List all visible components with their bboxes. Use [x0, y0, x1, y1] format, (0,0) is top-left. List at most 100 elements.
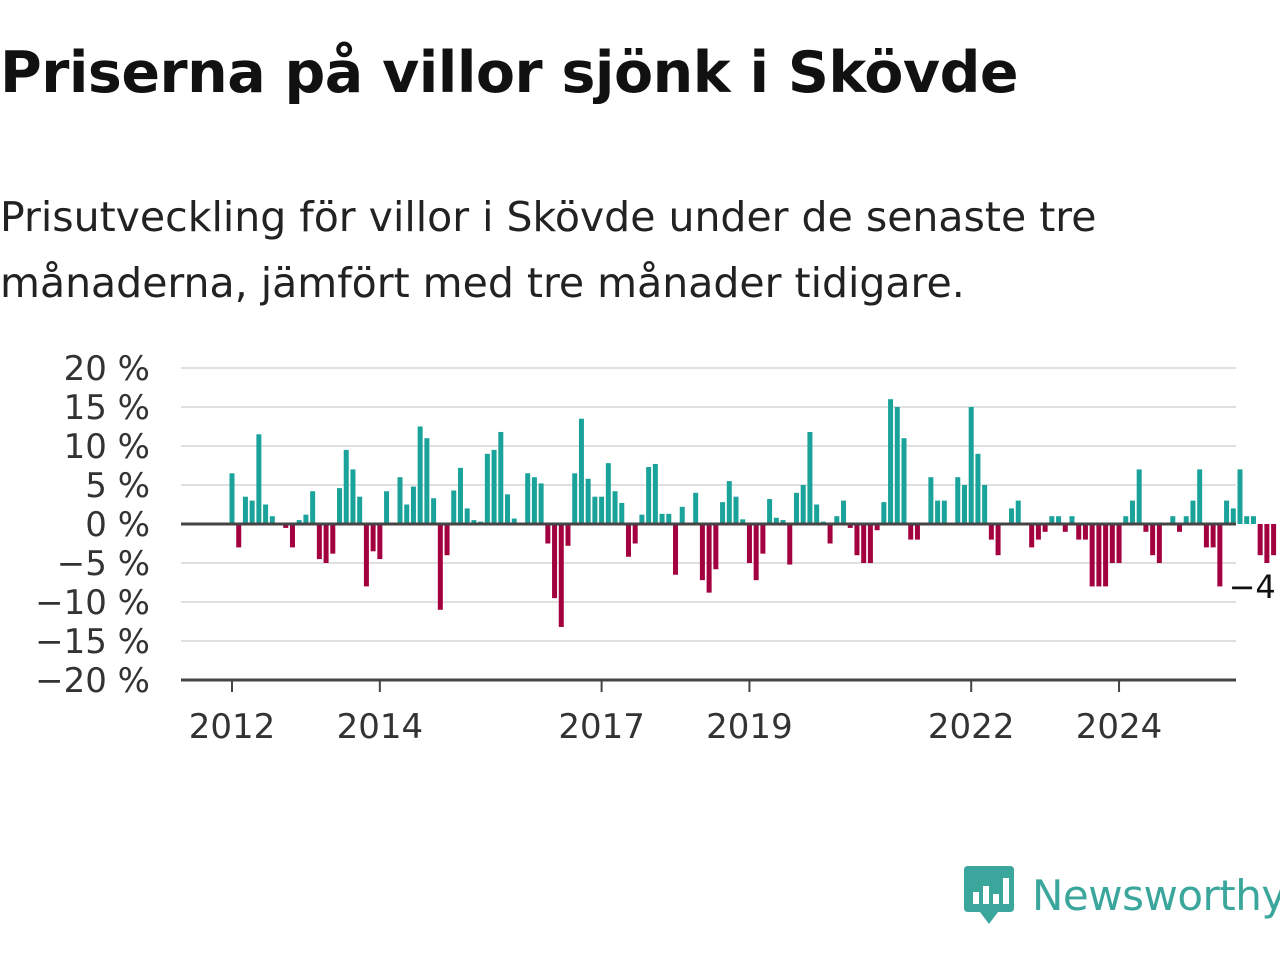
bar [800, 485, 806, 524]
bar [1183, 516, 1189, 524]
bar [343, 449, 349, 524]
bar [1156, 524, 1162, 563]
bar [793, 492, 799, 524]
end-value-label: −4 % [1229, 568, 1280, 606]
bar [1082, 524, 1088, 540]
bar [639, 514, 645, 524]
bar [283, 524, 289, 528]
bar [249, 500, 255, 524]
bar [350, 469, 356, 524]
bar [1062, 524, 1068, 532]
bar [1089, 524, 1095, 587]
bar [1170, 516, 1176, 524]
bar [740, 519, 746, 524]
bar [874, 524, 880, 531]
bar [363, 524, 369, 587]
bar [451, 490, 457, 524]
axes [181, 522, 1236, 692]
bar [767, 499, 773, 524]
bar [384, 491, 390, 524]
bar [431, 498, 437, 524]
bar [914, 524, 920, 540]
bar [471, 520, 477, 524]
y-tick-label: −15 % [35, 622, 150, 662]
bar [619, 502, 625, 524]
y-tick-label: 0 % [85, 505, 150, 545]
bar [1049, 516, 1055, 524]
bar [491, 449, 497, 524]
bar [975, 453, 981, 524]
bar [1109, 524, 1115, 563]
bar [377, 524, 383, 560]
bar [289, 524, 295, 548]
bar [834, 516, 840, 524]
bar [1029, 524, 1035, 548]
bar [612, 491, 618, 524]
bar [773, 517, 779, 524]
bar [746, 524, 752, 563]
bar [888, 399, 894, 524]
bar [1177, 524, 1183, 532]
bar [424, 438, 430, 524]
bar [706, 524, 712, 593]
bar [1103, 524, 1109, 587]
y-tick-label: 20 % [64, 349, 150, 389]
bar [659, 513, 665, 524]
y-tick-label: −5 % [57, 544, 150, 584]
bar [538, 483, 544, 524]
bar [841, 500, 847, 524]
bar [572, 473, 578, 524]
bar [699, 524, 705, 581]
bar [646, 467, 652, 524]
bar [457, 467, 463, 524]
bar [578, 418, 584, 524]
y-tick-label: 15 % [64, 388, 150, 428]
bar [545, 524, 551, 544]
bar [531, 477, 537, 524]
bar [337, 488, 343, 524]
bar [296, 520, 302, 524]
bar [599, 496, 605, 524]
bar [464, 508, 470, 524]
bar [961, 485, 967, 524]
bar [713, 524, 719, 570]
bar [498, 431, 504, 524]
chart-subtitle: Prisutveckling för villor i Skövde under… [0, 193, 1097, 307]
bar [511, 518, 517, 524]
bars [229, 399, 1277, 627]
bar [1271, 524, 1277, 556]
bar [1136, 469, 1142, 524]
bar [666, 513, 672, 524]
bar [310, 491, 316, 524]
bar [417, 426, 423, 524]
bar [370, 524, 376, 552]
bar [592, 496, 598, 524]
bar [894, 407, 900, 524]
bar [1123, 516, 1129, 524]
x-tick-label: 2019 [706, 707, 793, 747]
bar [908, 524, 914, 540]
bar [242, 496, 248, 524]
bar [1076, 524, 1082, 540]
bar [720, 502, 726, 524]
bar [444, 524, 450, 556]
brand-name: Newsworthy [1032, 870, 1280, 920]
bar [357, 496, 363, 524]
bar [867, 524, 873, 563]
x-tick-label: 2022 [928, 707, 1015, 747]
bar [1237, 469, 1243, 524]
bar [558, 524, 564, 627]
bar [1217, 524, 1223, 587]
bar [525, 473, 531, 524]
bar [827, 524, 833, 544]
bar [753, 524, 759, 581]
bar [323, 524, 329, 563]
bar [484, 453, 490, 524]
newsworthy-chart-logo-icon [964, 866, 1014, 924]
y-tick-label: −10 % [35, 583, 150, 623]
bar [1069, 516, 1075, 524]
bar [968, 407, 974, 524]
x-tick-label: 2014 [337, 707, 424, 747]
bar [256, 434, 262, 524]
bar [861, 524, 867, 563]
